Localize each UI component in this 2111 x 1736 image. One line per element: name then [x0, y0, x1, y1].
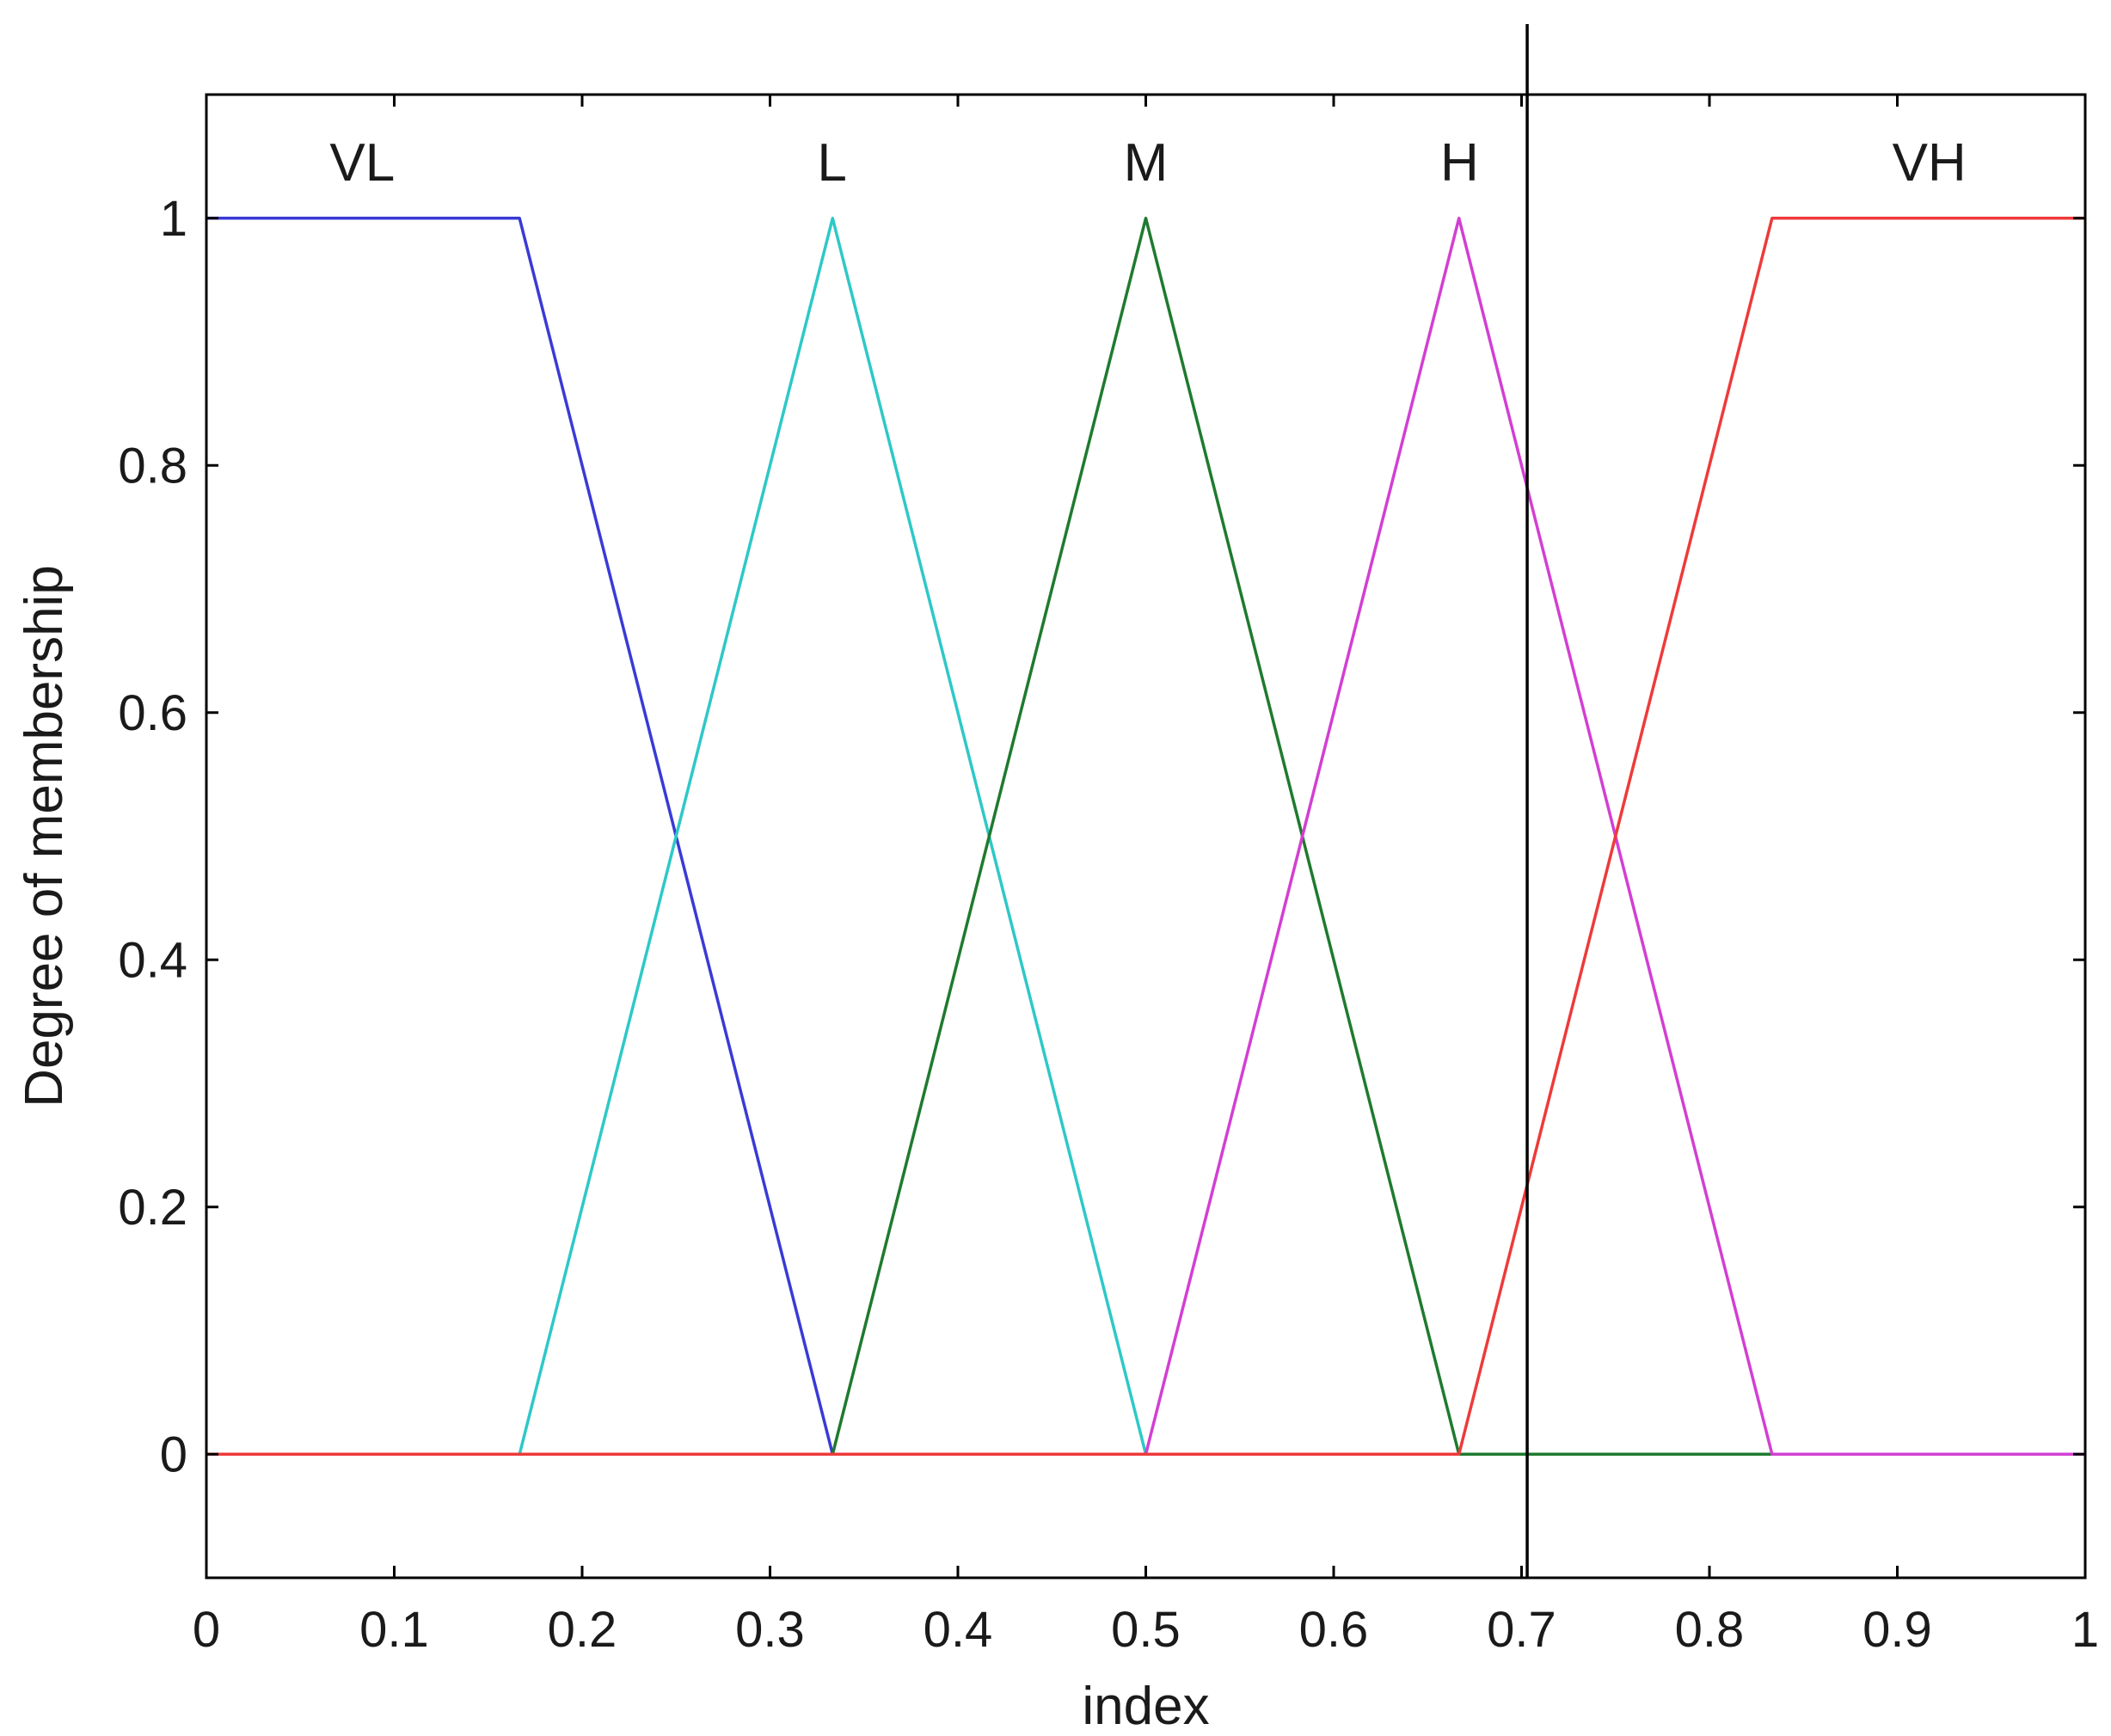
y-tick-label: 0.6: [118, 685, 187, 741]
y-tick-labels: 0 0.2 0.4 0.6 0.8 1: [118, 191, 187, 1483]
x-tick-label: 0.1: [359, 1602, 429, 1658]
x-tick-label: 0.7: [1487, 1602, 1556, 1658]
x-tick-label: 0: [193, 1602, 220, 1658]
y-axis-title: Degree of membership: [15, 565, 74, 1107]
membership-label-vh: VH: [1893, 133, 1967, 193]
y-tick-label: 0.2: [118, 1180, 187, 1236]
x-tick-label: 0.6: [1299, 1602, 1369, 1658]
y-tick-label: 0: [160, 1426, 187, 1482]
x-tick-label: 0.5: [1111, 1602, 1181, 1658]
x-tick-label: 0.4: [924, 1602, 993, 1658]
y-tick-label: 1: [160, 191, 187, 247]
series-line-m: [206, 217, 2085, 1457]
series-line-h: [206, 217, 2085, 1457]
plot-content: [206, 217, 2085, 1457]
membership-labels: VL L M H VH: [329, 133, 1966, 193]
plot-frame: [205, 93, 2087, 1580]
x-tick-label: 0.8: [1675, 1602, 1745, 1658]
membership-label-m: M: [1124, 133, 1169, 193]
tick-marks: [205, 95, 2087, 1578]
series-line-l: [206, 217, 2085, 1457]
x-tick-label: 0.9: [1862, 1602, 1932, 1658]
x-tick-label: 1: [2071, 1602, 2099, 1658]
series-line-vh: [206, 217, 2085, 1457]
y-tick-label: 0.4: [118, 932, 187, 988]
membership-label-h: H: [1440, 133, 1479, 193]
x-axis-title: index: [1082, 1677, 1209, 1736]
series-line-vl: [206, 217, 2085, 1457]
x-tick-label: 0.3: [735, 1602, 805, 1658]
membership-label-l: L: [817, 133, 846, 193]
y-tick-label: 0.8: [118, 438, 187, 494]
membership-label-vl: VL: [329, 133, 395, 193]
x-tick-label: 0.2: [548, 1602, 617, 1658]
x-tick-labels: 0 0.1 0.2 0.3 0.4 0.5 0.6 0.7 0.8 0.9 1: [193, 1602, 2099, 1658]
